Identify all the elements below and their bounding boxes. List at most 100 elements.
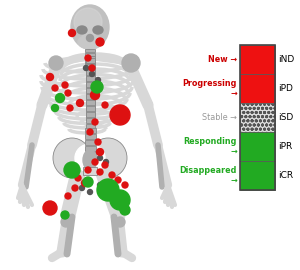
Circle shape (122, 182, 128, 188)
Bar (83, 167, 97, 175)
Ellipse shape (74, 8, 102, 36)
Circle shape (83, 177, 93, 187)
Ellipse shape (75, 144, 105, 172)
Circle shape (46, 73, 53, 80)
Bar (85, 134, 96, 139)
Bar (85, 128, 96, 133)
Circle shape (115, 177, 121, 183)
Bar (86, 88, 95, 93)
Circle shape (102, 102, 108, 108)
Bar (240, 45, 275, 74)
Circle shape (110, 105, 130, 125)
Text: Responding
→: Responding → (184, 137, 237, 156)
Circle shape (62, 82, 68, 88)
Bar (86, 70, 95, 75)
Circle shape (85, 167, 91, 173)
Bar (86, 100, 95, 105)
Text: iSD: iSD (278, 113, 293, 122)
Ellipse shape (89, 138, 127, 178)
Circle shape (120, 205, 130, 215)
Text: iPR: iPR (278, 142, 292, 151)
Circle shape (49, 56, 63, 70)
Circle shape (95, 77, 101, 83)
Circle shape (103, 160, 109, 164)
Circle shape (89, 65, 95, 71)
Circle shape (61, 217, 71, 227)
Circle shape (87, 129, 93, 135)
Circle shape (97, 169, 103, 175)
Circle shape (56, 93, 64, 103)
Ellipse shape (83, 150, 97, 170)
Text: iPD: iPD (278, 84, 293, 93)
Bar (240, 45, 275, 190)
Bar (85, 59, 95, 62)
Ellipse shape (78, 35, 102, 49)
Bar (86, 106, 95, 111)
Circle shape (65, 193, 71, 199)
Circle shape (91, 81, 103, 93)
Bar (86, 124, 95, 129)
Bar (85, 63, 95, 66)
Circle shape (52, 85, 58, 91)
Bar (85, 56, 95, 59)
Circle shape (76, 100, 83, 106)
Circle shape (97, 179, 119, 201)
Circle shape (85, 55, 91, 61)
Circle shape (98, 156, 103, 160)
Circle shape (92, 119, 98, 125)
Bar (85, 52, 95, 56)
Ellipse shape (53, 138, 91, 178)
Bar (85, 146, 96, 151)
Bar (86, 94, 95, 99)
Ellipse shape (93, 26, 103, 34)
Bar (86, 65, 95, 120)
Circle shape (65, 90, 71, 96)
Circle shape (82, 180, 88, 187)
Circle shape (91, 90, 100, 100)
Circle shape (110, 190, 130, 210)
Circle shape (67, 105, 73, 111)
Circle shape (96, 38, 104, 46)
Text: New →: New → (208, 55, 237, 64)
Bar (86, 76, 95, 81)
Circle shape (115, 217, 125, 227)
Circle shape (83, 66, 88, 70)
Circle shape (107, 185, 112, 191)
Circle shape (95, 139, 101, 145)
Circle shape (68, 29, 76, 36)
Bar (86, 112, 95, 117)
Circle shape (43, 201, 57, 215)
Circle shape (97, 148, 104, 156)
Text: Stable →: Stable → (202, 113, 237, 122)
Bar (86, 118, 95, 123)
Circle shape (52, 104, 58, 112)
Circle shape (80, 185, 85, 191)
Bar (86, 64, 95, 69)
Circle shape (88, 190, 92, 194)
Text: iCR: iCR (278, 171, 293, 180)
Bar (240, 103, 275, 132)
Ellipse shape (77, 26, 87, 34)
Circle shape (102, 162, 108, 168)
Ellipse shape (86, 35, 94, 42)
Circle shape (64, 162, 80, 178)
Circle shape (92, 159, 98, 165)
Bar (85, 152, 96, 157)
Circle shape (122, 54, 140, 72)
Text: Disappeared
→: Disappeared → (180, 166, 237, 185)
Bar (85, 49, 95, 52)
Circle shape (98, 183, 103, 187)
Bar (240, 161, 275, 190)
Circle shape (72, 185, 78, 191)
Bar (86, 82, 95, 87)
Circle shape (109, 172, 115, 178)
Bar (85, 140, 96, 145)
Circle shape (75, 175, 81, 181)
Bar (240, 74, 275, 103)
Text: Progressing
→: Progressing → (183, 79, 237, 98)
Ellipse shape (71, 5, 109, 49)
Bar (240, 132, 275, 161)
Text: iND: iND (278, 55, 294, 64)
Circle shape (61, 211, 69, 219)
Circle shape (89, 72, 94, 76)
